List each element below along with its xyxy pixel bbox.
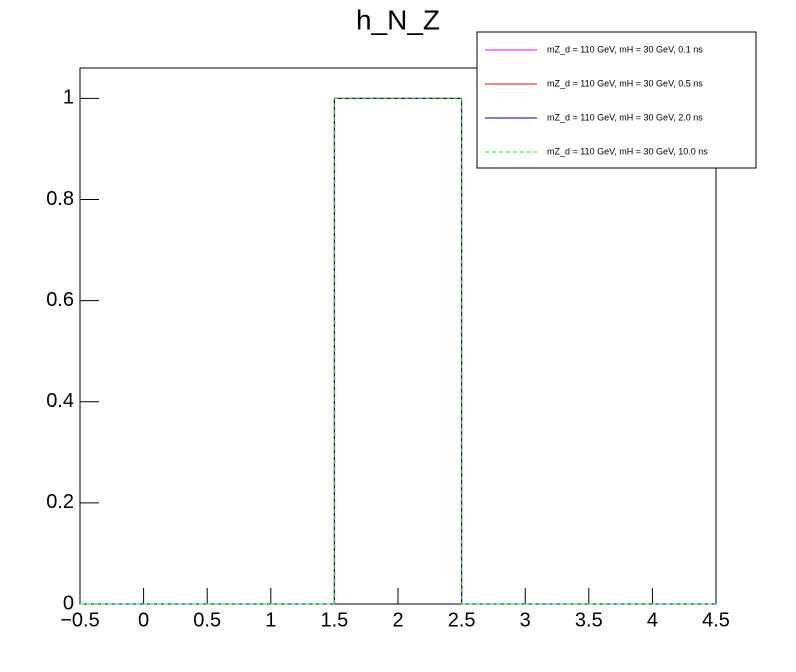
chart-title: h_N_Z bbox=[356, 4, 440, 35]
x-tick-label: 0.5 bbox=[193, 609, 221, 631]
legend-label: mZ_d = 110 GeV, mH = 30 GeV, 2.0 ns bbox=[547, 112, 703, 122]
x-tick-label: 3.5 bbox=[575, 609, 603, 631]
y-tick-label: 0.8 bbox=[46, 188, 74, 210]
legend-label: mZ_d = 110 GeV, mH = 30 GeV, 0.5 ns bbox=[547, 78, 703, 88]
y-tick-label: 1 bbox=[63, 87, 74, 109]
x-tick-label: 1 bbox=[265, 609, 276, 631]
legend bbox=[476, 31, 757, 169]
x-tick-label: −0.5 bbox=[60, 609, 99, 631]
legend-label: mZ_d = 110 GeV, mH = 30 GeV, 0.1 ns bbox=[547, 44, 703, 54]
x-tick-label: 2.5 bbox=[448, 609, 476, 631]
x-tick-label: 1.5 bbox=[320, 609, 348, 631]
x-tick-label: 2 bbox=[392, 609, 403, 631]
legend-label: mZ_d = 110 GeV, mH = 30 GeV, 10.0 ns bbox=[547, 146, 708, 156]
y-tick-label: 0.6 bbox=[46, 289, 74, 311]
x-tick-label: 3 bbox=[520, 609, 531, 631]
x-tick-label: 0 bbox=[138, 609, 149, 631]
y-tick-label: 0 bbox=[63, 592, 74, 614]
x-tick-label: 4 bbox=[647, 609, 658, 631]
y-tick-label: 0.2 bbox=[46, 491, 74, 513]
x-tick-label: 4.5 bbox=[702, 609, 730, 631]
y-tick-label: 0.4 bbox=[46, 390, 74, 412]
